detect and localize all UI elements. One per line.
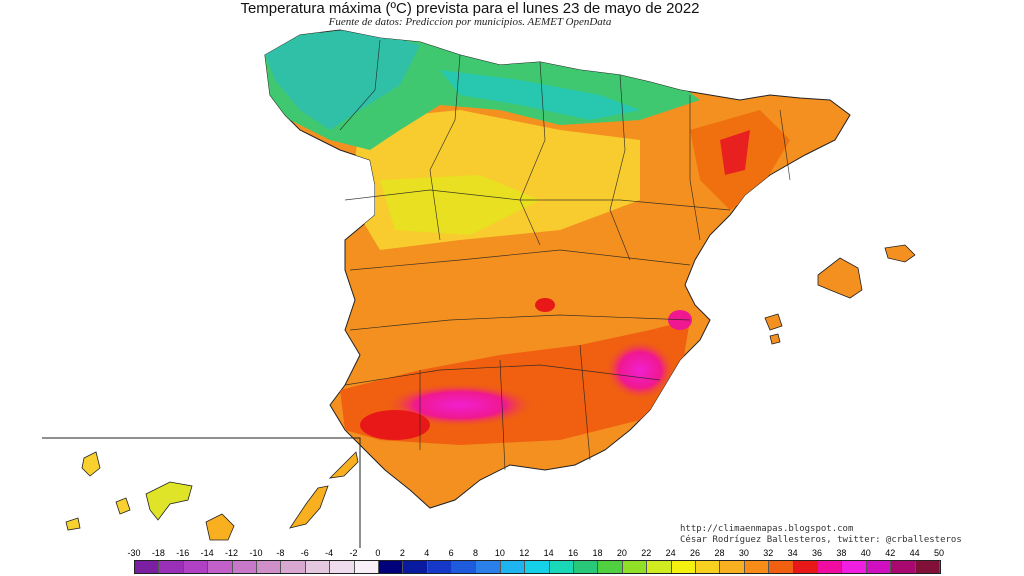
- legend-swatch: [159, 561, 184, 573]
- legend-label: -10: [249, 548, 263, 558]
- legend-swatch: [769, 561, 794, 573]
- legend-swatch: [208, 561, 233, 573]
- legend-swatch: [622, 561, 648, 573]
- legend-label: 28: [714, 548, 725, 558]
- legend-labels: -30 -18 -16 -14 -12 -10 -8 -6 -4 -2 0 2 4 6 8 10 12 14 16 1…: [127, 548, 944, 560]
- legend-label: 8: [472, 548, 479, 558]
- legend-label: 38: [836, 548, 847, 558]
- legend-label: -2: [349, 548, 358, 558]
- legend-swatch: [744, 561, 770, 573]
- legend-label: 14: [543, 548, 554, 558]
- legend-label: 12: [519, 548, 530, 558]
- legend-swatch: [403, 561, 428, 573]
- legend-swatch: [695, 561, 721, 573]
- map-title: Temperatura máxima (ºC) prevista para el…: [240, 0, 700, 17]
- legend-label: 6: [448, 548, 454, 558]
- balearic-islands: [764, 244, 916, 345]
- legend-label: 0: [375, 548, 381, 558]
- legend-label: 50: [933, 548, 945, 558]
- legend-swatch: [476, 561, 501, 573]
- legend-swatch: [549, 561, 575, 573]
- credits-url[interactable]: http://climaenmapas.blogspot.com: [680, 524, 854, 534]
- legend-label: 32: [763, 548, 774, 558]
- legend-swatch: [305, 561, 331, 573]
- legend-swatch: [232, 561, 257, 573]
- legend-label: 24: [665, 548, 676, 558]
- legend-swatch: [720, 561, 745, 573]
- legend-label: -18: [151, 548, 165, 558]
- legend-label: 40: [860, 548, 871, 558]
- legend-label: 4: [424, 548, 430, 558]
- legend-swatch: [842, 561, 867, 573]
- legend-label: 42: [885, 548, 896, 558]
- legend-label: 2: [399, 548, 405, 558]
- temperature-legend: -30 -18 -16 -14 -12 -10 -8 -6 -4 -2 0 2 4 6 8 10 12 14 16 1…: [127, 548, 944, 574]
- legend-swatch: [183, 561, 209, 573]
- legend-label: 22: [641, 548, 652, 558]
- map-subtitle: Fuente de datos: Prediccion por municipi…: [328, 16, 612, 28]
- legend-swatch: [671, 561, 696, 573]
- legend-swatch: [817, 561, 843, 573]
- legend-label: -12: [225, 548, 239, 558]
- legend-label: -8: [276, 548, 285, 558]
- credits: http://climaenmapas.blogspot.com César R…: [680, 524, 962, 546]
- legend-label: 30: [738, 548, 749, 558]
- legend-swatch: [281, 561, 306, 573]
- credits-author: César Rodríguez Ballesteros, twitter: @c…: [680, 535, 962, 545]
- legend-swatch: [135, 561, 160, 573]
- legend-swatch: [598, 561, 623, 573]
- legend-label: 44: [909, 548, 920, 558]
- legend-swatch: [574, 561, 599, 573]
- legend-label: -16: [176, 548, 190, 558]
- legend-label: 16: [568, 548, 579, 558]
- legend-label: 10: [494, 548, 505, 558]
- legend-label: 34: [787, 548, 798, 558]
- legend-swatch: [866, 561, 892, 573]
- legend-swatch: [256, 561, 282, 573]
- legend-swatch: [452, 561, 477, 573]
- legend-swatch: [891, 561, 916, 573]
- legend-label: -6: [300, 548, 309, 558]
- legend-swatch: [354, 561, 379, 573]
- legend-color-bar: [134, 560, 941, 574]
- legend-label: 26: [690, 548, 701, 558]
- legend-swatch: [793, 561, 818, 573]
- peninsula: [264, 29, 851, 509]
- canary-islands-inset: [42, 437, 361, 548]
- legend-label: -14: [200, 548, 214, 558]
- legend-swatch: [500, 561, 526, 573]
- legend-swatch: [378, 561, 404, 573]
- legend-label: 18: [592, 548, 603, 558]
- legend-swatch: [915, 561, 940, 573]
- legend-swatch: [647, 561, 672, 573]
- legend-label: 20: [616, 548, 627, 558]
- legend-label: -4: [325, 548, 334, 558]
- legend-swatch: [525, 561, 550, 573]
- legend-label: 36: [812, 548, 823, 558]
- legend-swatch: [330, 561, 355, 573]
- legend-label: -30: [127, 548, 141, 558]
- legend-swatch: [427, 561, 453, 573]
